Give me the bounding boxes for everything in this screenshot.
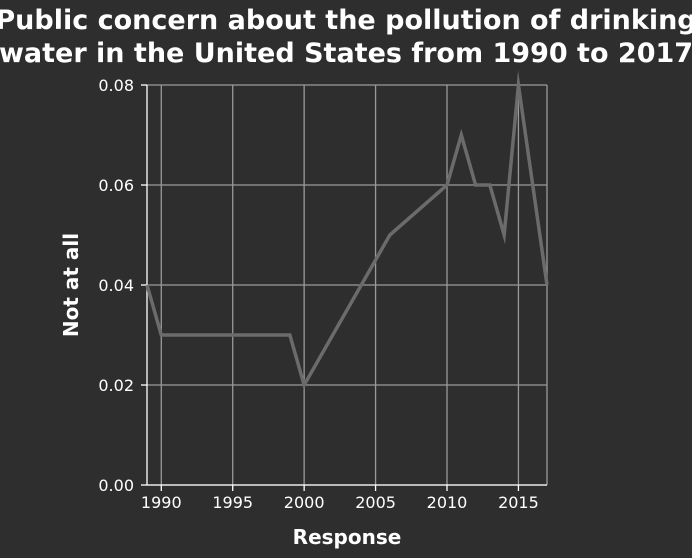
y-axis-label: Not at all bbox=[59, 233, 83, 337]
y-tick-label: 0.08 bbox=[98, 76, 134, 95]
x-tick-label: 2000 bbox=[284, 493, 325, 512]
tick-labels: 0.00 0.02 0.04 0.06 0.08 1990 1995 2000 2005 2010… bbox=[98, 76, 538, 512]
x-tick-label: 1990 bbox=[141, 493, 182, 512]
y-tick-label: 0.02 bbox=[98, 376, 134, 395]
series bbox=[145, 70, 549, 390]
x-tick-label: 1995 bbox=[212, 493, 253, 512]
chart-title-line-2: water in the United States from 1990 to … bbox=[0, 38, 692, 69]
x-axis-label: Response bbox=[293, 525, 402, 549]
x-tick-label: 2005 bbox=[355, 493, 396, 512]
y-tick-label: 0.00 bbox=[98, 476, 134, 495]
series-line bbox=[145, 70, 549, 390]
x-tick-label: 2010 bbox=[427, 493, 468, 512]
x-tick-label: 2015 bbox=[498, 493, 539, 512]
y-tick-label: 0.04 bbox=[98, 276, 134, 295]
y-tick-label: 0.06 bbox=[98, 176, 134, 195]
chart-title-line-1: Public concern about the pollution of dr… bbox=[0, 5, 692, 36]
axes bbox=[141, 84, 547, 491]
grid bbox=[147, 84, 548, 486]
